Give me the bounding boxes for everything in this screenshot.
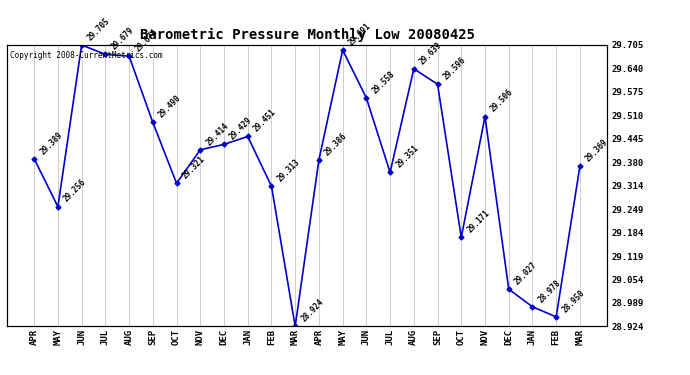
- Text: 29.027: 29.027: [513, 260, 539, 286]
- Text: 29.558: 29.558: [371, 69, 397, 95]
- Text: Copyright 2008-CurrentMetrics.com: Copyright 2008-CurrentMetrics.com: [10, 51, 163, 60]
- Text: 28.924: 28.924: [299, 297, 326, 324]
- Text: 29.386: 29.386: [323, 131, 349, 157]
- Text: 29.691: 29.691: [347, 21, 373, 47]
- Title: Barometric Pressure Monthly Low 20080425: Barometric Pressure Monthly Low 20080425: [139, 28, 475, 42]
- Text: 29.414: 29.414: [204, 121, 230, 147]
- Text: 29.451: 29.451: [252, 108, 278, 134]
- Text: 28.978: 28.978: [537, 278, 562, 304]
- Text: 29.313: 29.313: [275, 158, 302, 183]
- Text: 29.256: 29.256: [62, 178, 88, 204]
- Text: 29.321: 29.321: [181, 154, 207, 180]
- Text: 29.490: 29.490: [157, 94, 183, 120]
- Text: 29.351: 29.351: [394, 144, 420, 170]
- Text: 29.639: 29.639: [418, 40, 444, 66]
- Text: 29.674: 29.674: [133, 27, 159, 53]
- Text: 28.950: 28.950: [560, 288, 586, 314]
- Text: 29.705: 29.705: [86, 16, 112, 42]
- Text: 29.369: 29.369: [584, 137, 610, 163]
- Text: 29.596: 29.596: [442, 56, 468, 81]
- Text: 29.679: 29.679: [110, 26, 135, 52]
- Text: 29.171: 29.171: [466, 209, 491, 234]
- Text: 29.389: 29.389: [39, 130, 64, 156]
- Text: 29.429: 29.429: [228, 116, 254, 142]
- Text: 29.506: 29.506: [489, 88, 515, 114]
